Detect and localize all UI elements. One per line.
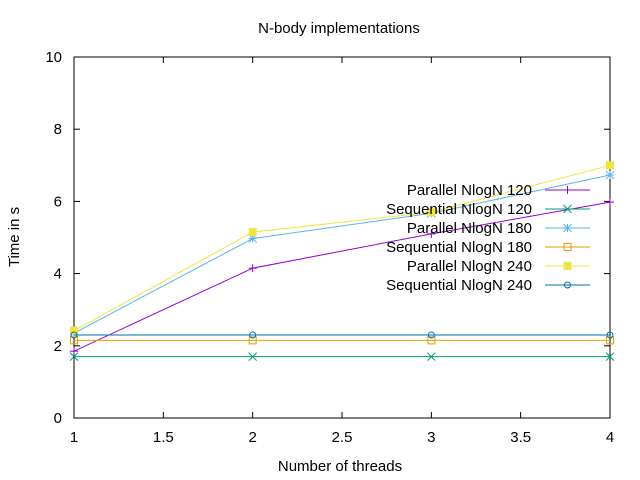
data-point	[563, 262, 572, 270]
y-tick-label: 0	[54, 410, 62, 427]
series-line	[73, 201, 611, 352]
legend-entry: Parallel NlogN 120	[407, 182, 590, 199]
data-point	[249, 331, 257, 339]
series-5	[70, 161, 614, 335]
y-tick-label: 2	[54, 338, 62, 355]
legend-label: Parallel NlogN 120	[407, 182, 532, 199]
data-point	[606, 331, 614, 339]
legend-label: Parallel NlogN 180	[407, 220, 532, 237]
legend: Parallel NlogN 120 Sequential NlogN 120 Pa…	[386, 182, 590, 294]
data-point	[248, 352, 258, 361]
data-point	[605, 170, 615, 180]
y-tick-label: 8	[54, 121, 62, 138]
series-1	[70, 198, 614, 356]
series-line	[73, 174, 611, 334]
legend-label: Sequential NlogN 180	[386, 239, 532, 256]
axis-ticks: 1 1.5 2 2.5 3 3.5 4 0 2 4 6 8 10	[45, 49, 614, 446]
data-point	[248, 264, 257, 273]
data-point	[564, 281, 571, 289]
series-line	[73, 164, 611, 332]
data-point	[563, 186, 572, 194]
series-3	[69, 170, 615, 338]
legend-label: Sequential NlogN 240	[386, 277, 532, 294]
data-point	[606, 161, 614, 170]
legend-label: Sequential NlogN 120	[386, 201, 532, 218]
data-point	[563, 223, 572, 233]
data-point	[70, 331, 78, 339]
legend-entry: Sequential NlogN 120	[386, 201, 590, 218]
data-point	[427, 336, 436, 345]
legend-entry: Sequential NlogN 240	[386, 277, 590, 294]
data-point	[605, 352, 615, 361]
data-point	[427, 229, 436, 238]
data-point	[70, 326, 78, 335]
legend-entry: Parallel NlogN 180	[407, 220, 590, 237]
x-tick-label: 2	[248, 429, 256, 446]
y-axis-label: Time in s	[6, 207, 23, 267]
y-tick-label: 10	[45, 49, 62, 66]
series-2	[69, 352, 615, 361]
data-point	[563, 204, 572, 214]
y-tick-label: 6	[54, 193, 62, 210]
data-point	[70, 336, 78, 345]
x-tick-label: 3.5	[510, 429, 531, 446]
legend-label: Parallel NlogN 240	[407, 258, 532, 275]
data-point	[69, 352, 79, 361]
x-tick-label: 1.5	[153, 429, 174, 446]
series-6	[70, 331, 614, 339]
data-point	[606, 336, 614, 345]
legend-entry: Parallel NlogN 240	[407, 258, 590, 275]
data-point	[248, 336, 257, 345]
data-point	[606, 198, 614, 207]
x-tick-label: 4	[606, 429, 614, 446]
y-tick-label: 4	[54, 266, 62, 283]
data-point	[427, 208, 436, 217]
x-tick-label: 2.5	[332, 429, 353, 446]
series-layer	[69, 161, 615, 361]
plot-area-border	[73, 56, 611, 419]
x-tick-label: 3	[427, 429, 435, 446]
legend-entry: Sequential NlogN 180	[386, 239, 590, 256]
x-tick-label: 1	[70, 429, 78, 446]
data-point	[70, 347, 78, 356]
series-4	[70, 336, 614, 345]
data-point	[563, 243, 572, 251]
data-point	[426, 352, 436, 361]
data-point	[427, 331, 435, 339]
data-point	[248, 228, 257, 237]
chart-title: N-body implementations	[258, 20, 420, 37]
x-axis-label: Number of threads	[278, 458, 402, 475]
